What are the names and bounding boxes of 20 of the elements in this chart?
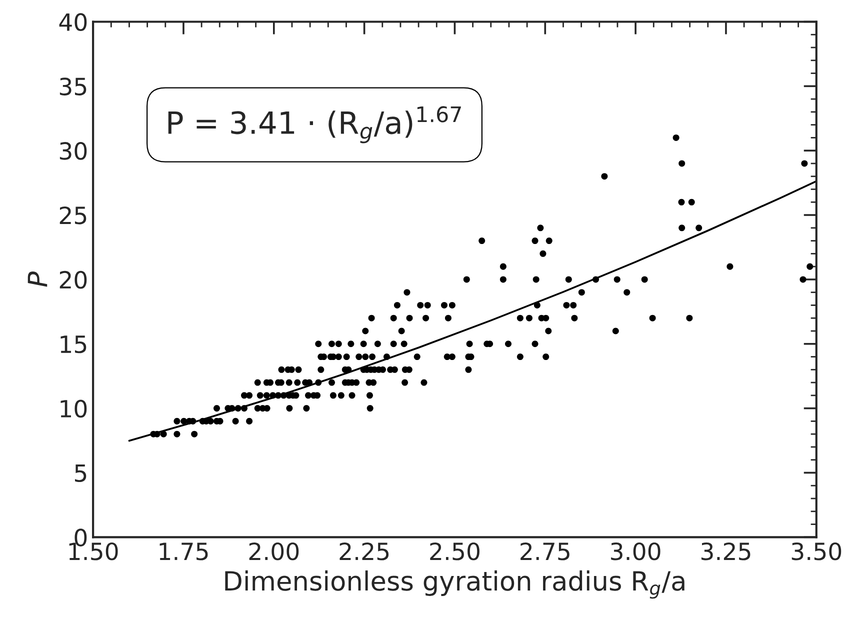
line-series — [128, 180, 816, 442]
x-tick-label: 2.00 — [249, 542, 299, 560]
x-axis-title: Dimensionless gyration radius R$_{g}$/a — [225, 570, 684, 599]
x-tick-label: 3.50 — [792, 542, 842, 560]
x-tick-label: 2.50 — [430, 542, 480, 560]
y-tick-label: 20 — [60, 270, 87, 289]
x-tick-label: 3.00 — [611, 542, 660, 560]
x-tick-label: 3.25 — [701, 542, 750, 560]
y-tick-label: 25 — [60, 206, 86, 224]
y-axis-title: P — [28, 272, 48, 287]
x-tick-label: 2.25 — [340, 542, 389, 560]
y-tick-label: 35 — [60, 78, 86, 96]
y-tick-label: 15 — [60, 336, 86, 354]
annotation: P = 3.41 · (R$_{g}$/a)$^{1.67}$ — [168, 106, 461, 144]
x-tick-label: 1.75 — [160, 542, 208, 560]
y-tick-label: 30 — [60, 142, 87, 160]
y-tick-label: 10 — [60, 400, 87, 418]
x-tick-label: 2.75 — [520, 542, 570, 560]
y-tick-label: 5 — [75, 464, 86, 482]
y-tick-label: 40 — [59, 13, 87, 32]
